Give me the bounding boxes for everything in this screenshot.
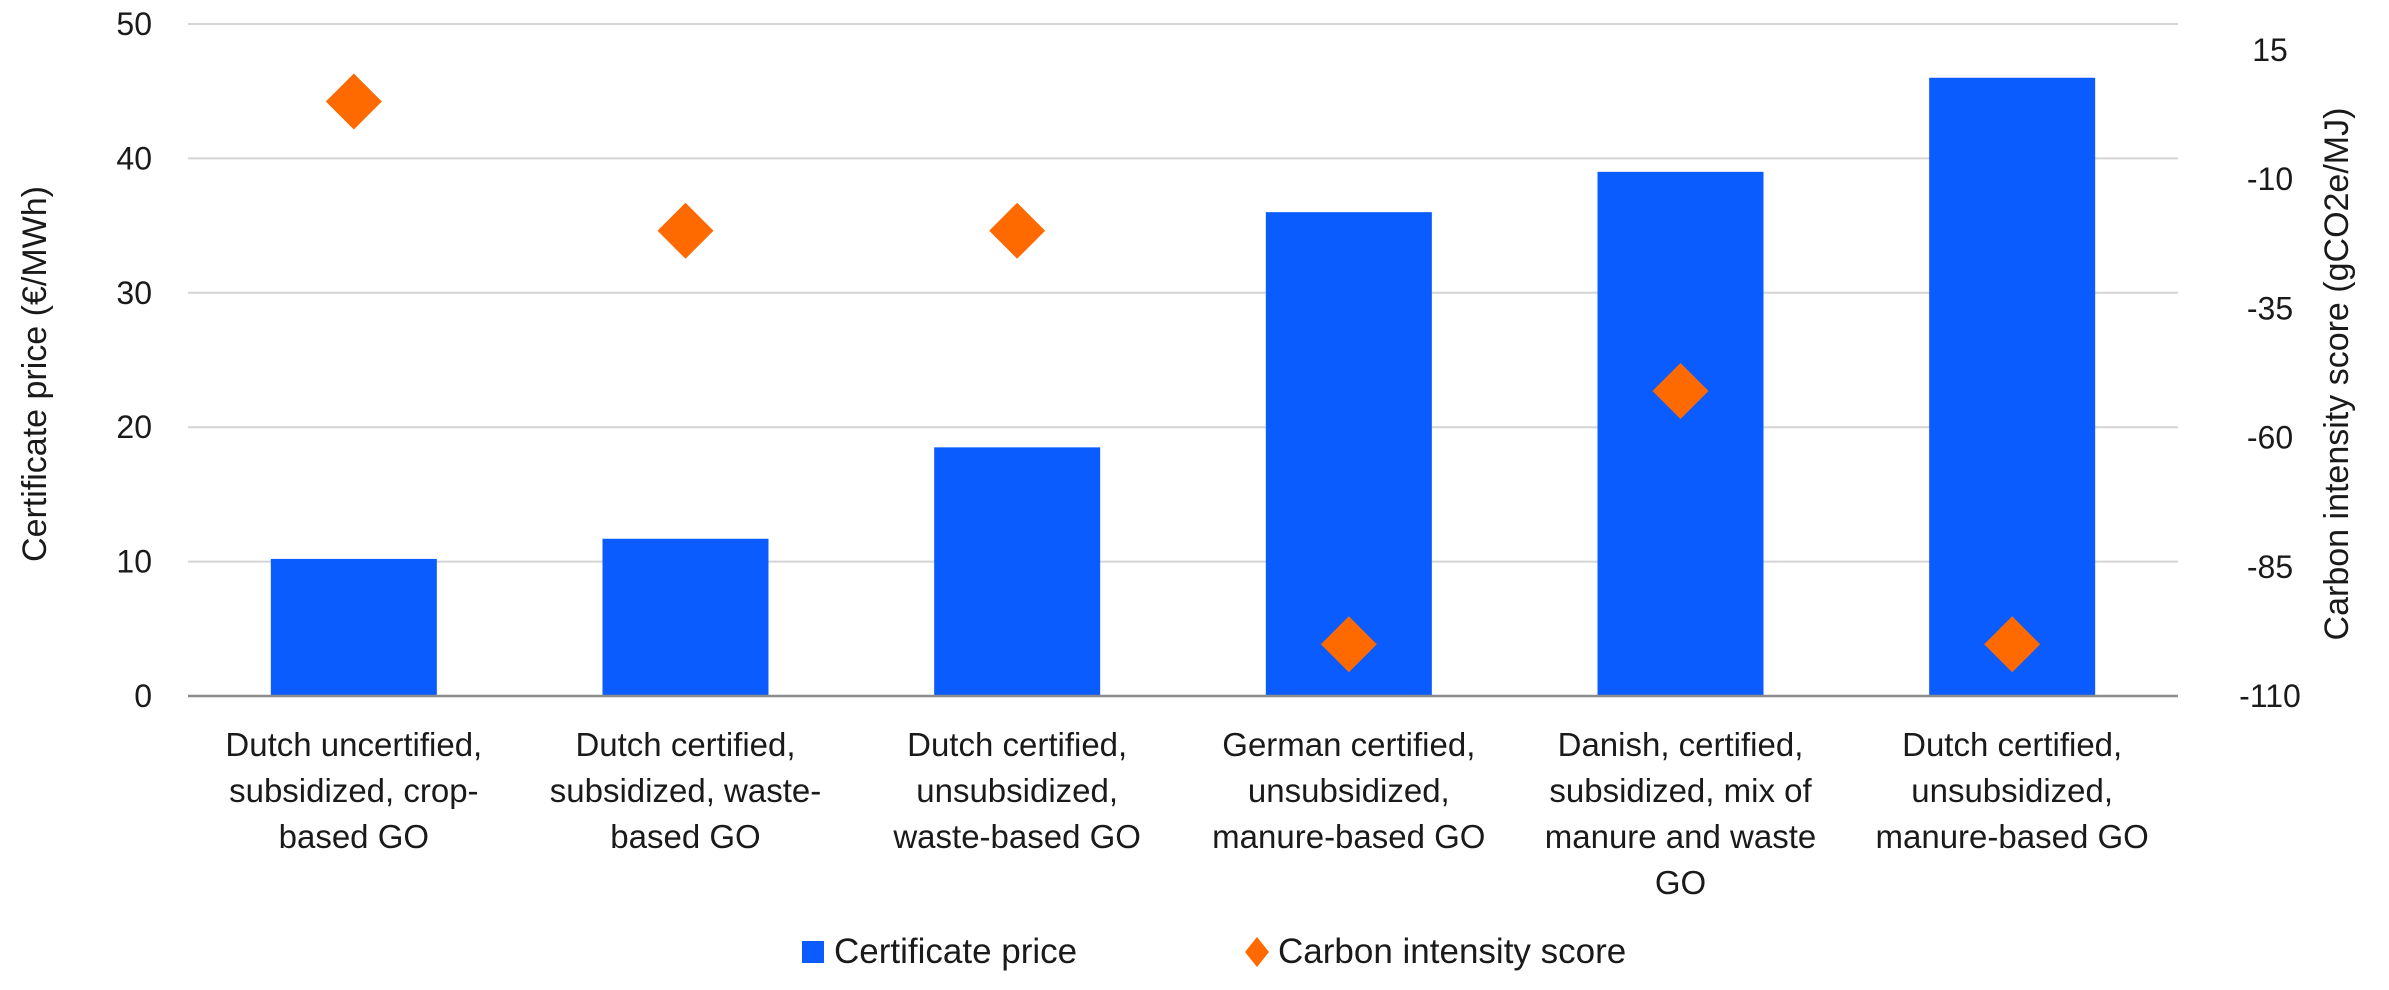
category-label-line: Dutch certified, bbox=[575, 726, 795, 763]
right-axis-ticks: -110 -85 -60 -35 -10 15 bbox=[2239, 32, 2301, 714]
bar bbox=[1929, 77, 2096, 696]
left-tick-label: 20 bbox=[116, 409, 152, 445]
category-label: Dutch certified, unsubsidized, manure-base… bbox=[1876, 726, 2149, 855]
category-label-line: based GO bbox=[610, 818, 760, 855]
category-label-line: subsidized, mix of bbox=[1549, 772, 1812, 809]
bar bbox=[270, 558, 437, 696]
diamond-marker bbox=[1652, 363, 1709, 420]
left-tick-label: 50 bbox=[116, 6, 152, 42]
right-tick-label: -10 bbox=[2247, 161, 2293, 197]
legend-swatch-carbon-intensity bbox=[1245, 937, 1269, 967]
category-label-line: German certified, bbox=[1222, 726, 1475, 763]
right-tick-label: -35 bbox=[2247, 290, 2293, 326]
legend-label-carbon-intensity: Carbon intensity score bbox=[1278, 932, 1626, 971]
category-label: German certified, unsubsidized, manure-bas… bbox=[1212, 726, 1485, 855]
left-tick-label: 30 bbox=[116, 275, 152, 311]
legend-swatch-certificate-price bbox=[802, 941, 824, 963]
right-tick-label: -60 bbox=[2247, 420, 2293, 456]
category-label: Dutch uncertified, subsidized, crop-based… bbox=[225, 726, 482, 855]
bar bbox=[1597, 171, 1764, 697]
category-label-line: manure-based GO bbox=[1212, 818, 1485, 855]
category-label-line: Dutch certified, bbox=[1902, 726, 2122, 763]
right-tick-label: -110 bbox=[2239, 678, 2301, 714]
category-label: Dutch certified, subsidized, waste-based … bbox=[550, 726, 821, 855]
category-label: Dutch certified, unsubsidized, waste-based… bbox=[892, 726, 1141, 855]
category-label: Danish, certified, subsidized, mix of manu… bbox=[1545, 726, 1817, 901]
left-tick-label: 40 bbox=[116, 140, 152, 176]
category-label-line: Dutch uncertified, bbox=[225, 726, 482, 763]
gridlines bbox=[188, 23, 2178, 563]
left-tick-label: 10 bbox=[116, 544, 152, 580]
diamond-markers bbox=[325, 73, 2041, 673]
diamond-marker bbox=[325, 73, 382, 130]
bar bbox=[934, 447, 1101, 696]
left-tick-label: 0 bbox=[134, 678, 152, 714]
category-label-line: GO bbox=[1655, 864, 1706, 901]
diamond-marker bbox=[989, 202, 1046, 259]
category-label-line: subsidized, waste- bbox=[550, 772, 821, 809]
diamond-marker bbox=[657, 202, 714, 259]
legend-label-certificate-price: Certificate price bbox=[834, 932, 1077, 971]
diamond-marker bbox=[1984, 616, 2041, 673]
category-label-line: based GO bbox=[279, 818, 429, 855]
category-label-line: subsidized, crop- bbox=[229, 772, 478, 809]
bars bbox=[270, 77, 2096, 697]
category-label-line: waste-based GO bbox=[892, 818, 1141, 855]
bar bbox=[602, 538, 769, 696]
legend: Certificate price Carbon intensity score bbox=[802, 932, 1626, 971]
category-label-line: manure and waste bbox=[1545, 818, 1817, 855]
right-tick-label: 15 bbox=[2252, 32, 2288, 68]
category-label-line: unsubsidized, bbox=[1911, 772, 2113, 809]
diamond-marker bbox=[1320, 616, 1377, 673]
bar bbox=[1265, 212, 1432, 696]
category-label-line: unsubsidized, bbox=[1248, 772, 1450, 809]
category-label-line: manure-based GO bbox=[1876, 818, 2149, 855]
category-label-line: Danish, certified, bbox=[1558, 726, 1804, 763]
category-label-line: unsubsidized, bbox=[916, 772, 1118, 809]
right-tick-label: -85 bbox=[2247, 549, 2293, 585]
left-axis-ticks: 0 10 20 30 40 50 bbox=[116, 6, 152, 714]
right-axis-title: Carbon intensity score (gCO2e/MJ) bbox=[2318, 108, 2356, 641]
category-label-line: Dutch certified, bbox=[907, 726, 1127, 763]
left-axis-title: Certificate price (€/MWh) bbox=[16, 186, 54, 562]
category-labels: Dutch uncertified, subsidized, crop-based… bbox=[225, 726, 2148, 901]
